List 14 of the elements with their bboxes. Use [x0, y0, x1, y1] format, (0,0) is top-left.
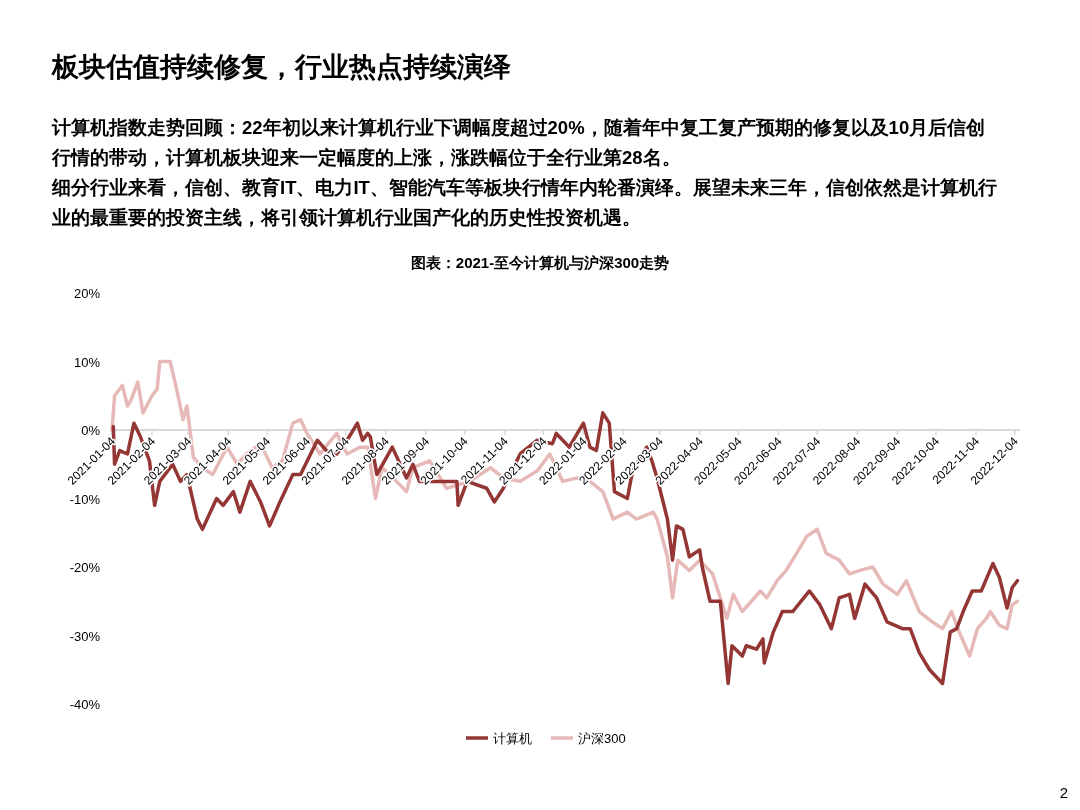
text: 细分行业来看，信创、教育IT、电力IT、智能汽车等板块行情年内轮番演绎。展望未来三年，信创依然是计算机行业的最重要的投资主线，将引领计算机行业国产化的历史性投资机遇。	[51, 177, 997, 228]
y-tick-label: -10%	[69, 491, 101, 507]
y-tick-label: 10%	[73, 354, 101, 370]
y-tick-label: 20%	[73, 286, 101, 301]
y-tick-label: -30%	[69, 628, 101, 644]
text: 2	[1059, 784, 1068, 801]
y-tick-label: 0%	[81, 423, 101, 438]
chart-subtitle: 计算机指数走势回顾：22年初以来计算机行业下调幅度超过20%，随着年中复工复产预期的修复以及10月后信创行情的带动，计算机板块迎来一定幅度的上涨，涨跌幅位于全行业第28名。	[51, 117, 986, 168]
text: 图表：2021-至今计算机与沪深300走势	[410, 254, 670, 271]
legend-label: 沪深300	[578, 731, 626, 746]
legend-label: 计算机	[493, 731, 532, 746]
chart-title: 板块估值持续修复，行业热点持续演绎	[51, 52, 511, 82]
y-tick-label: -40%	[69, 697, 101, 712]
y-tick-label: -20%	[69, 560, 101, 575]
